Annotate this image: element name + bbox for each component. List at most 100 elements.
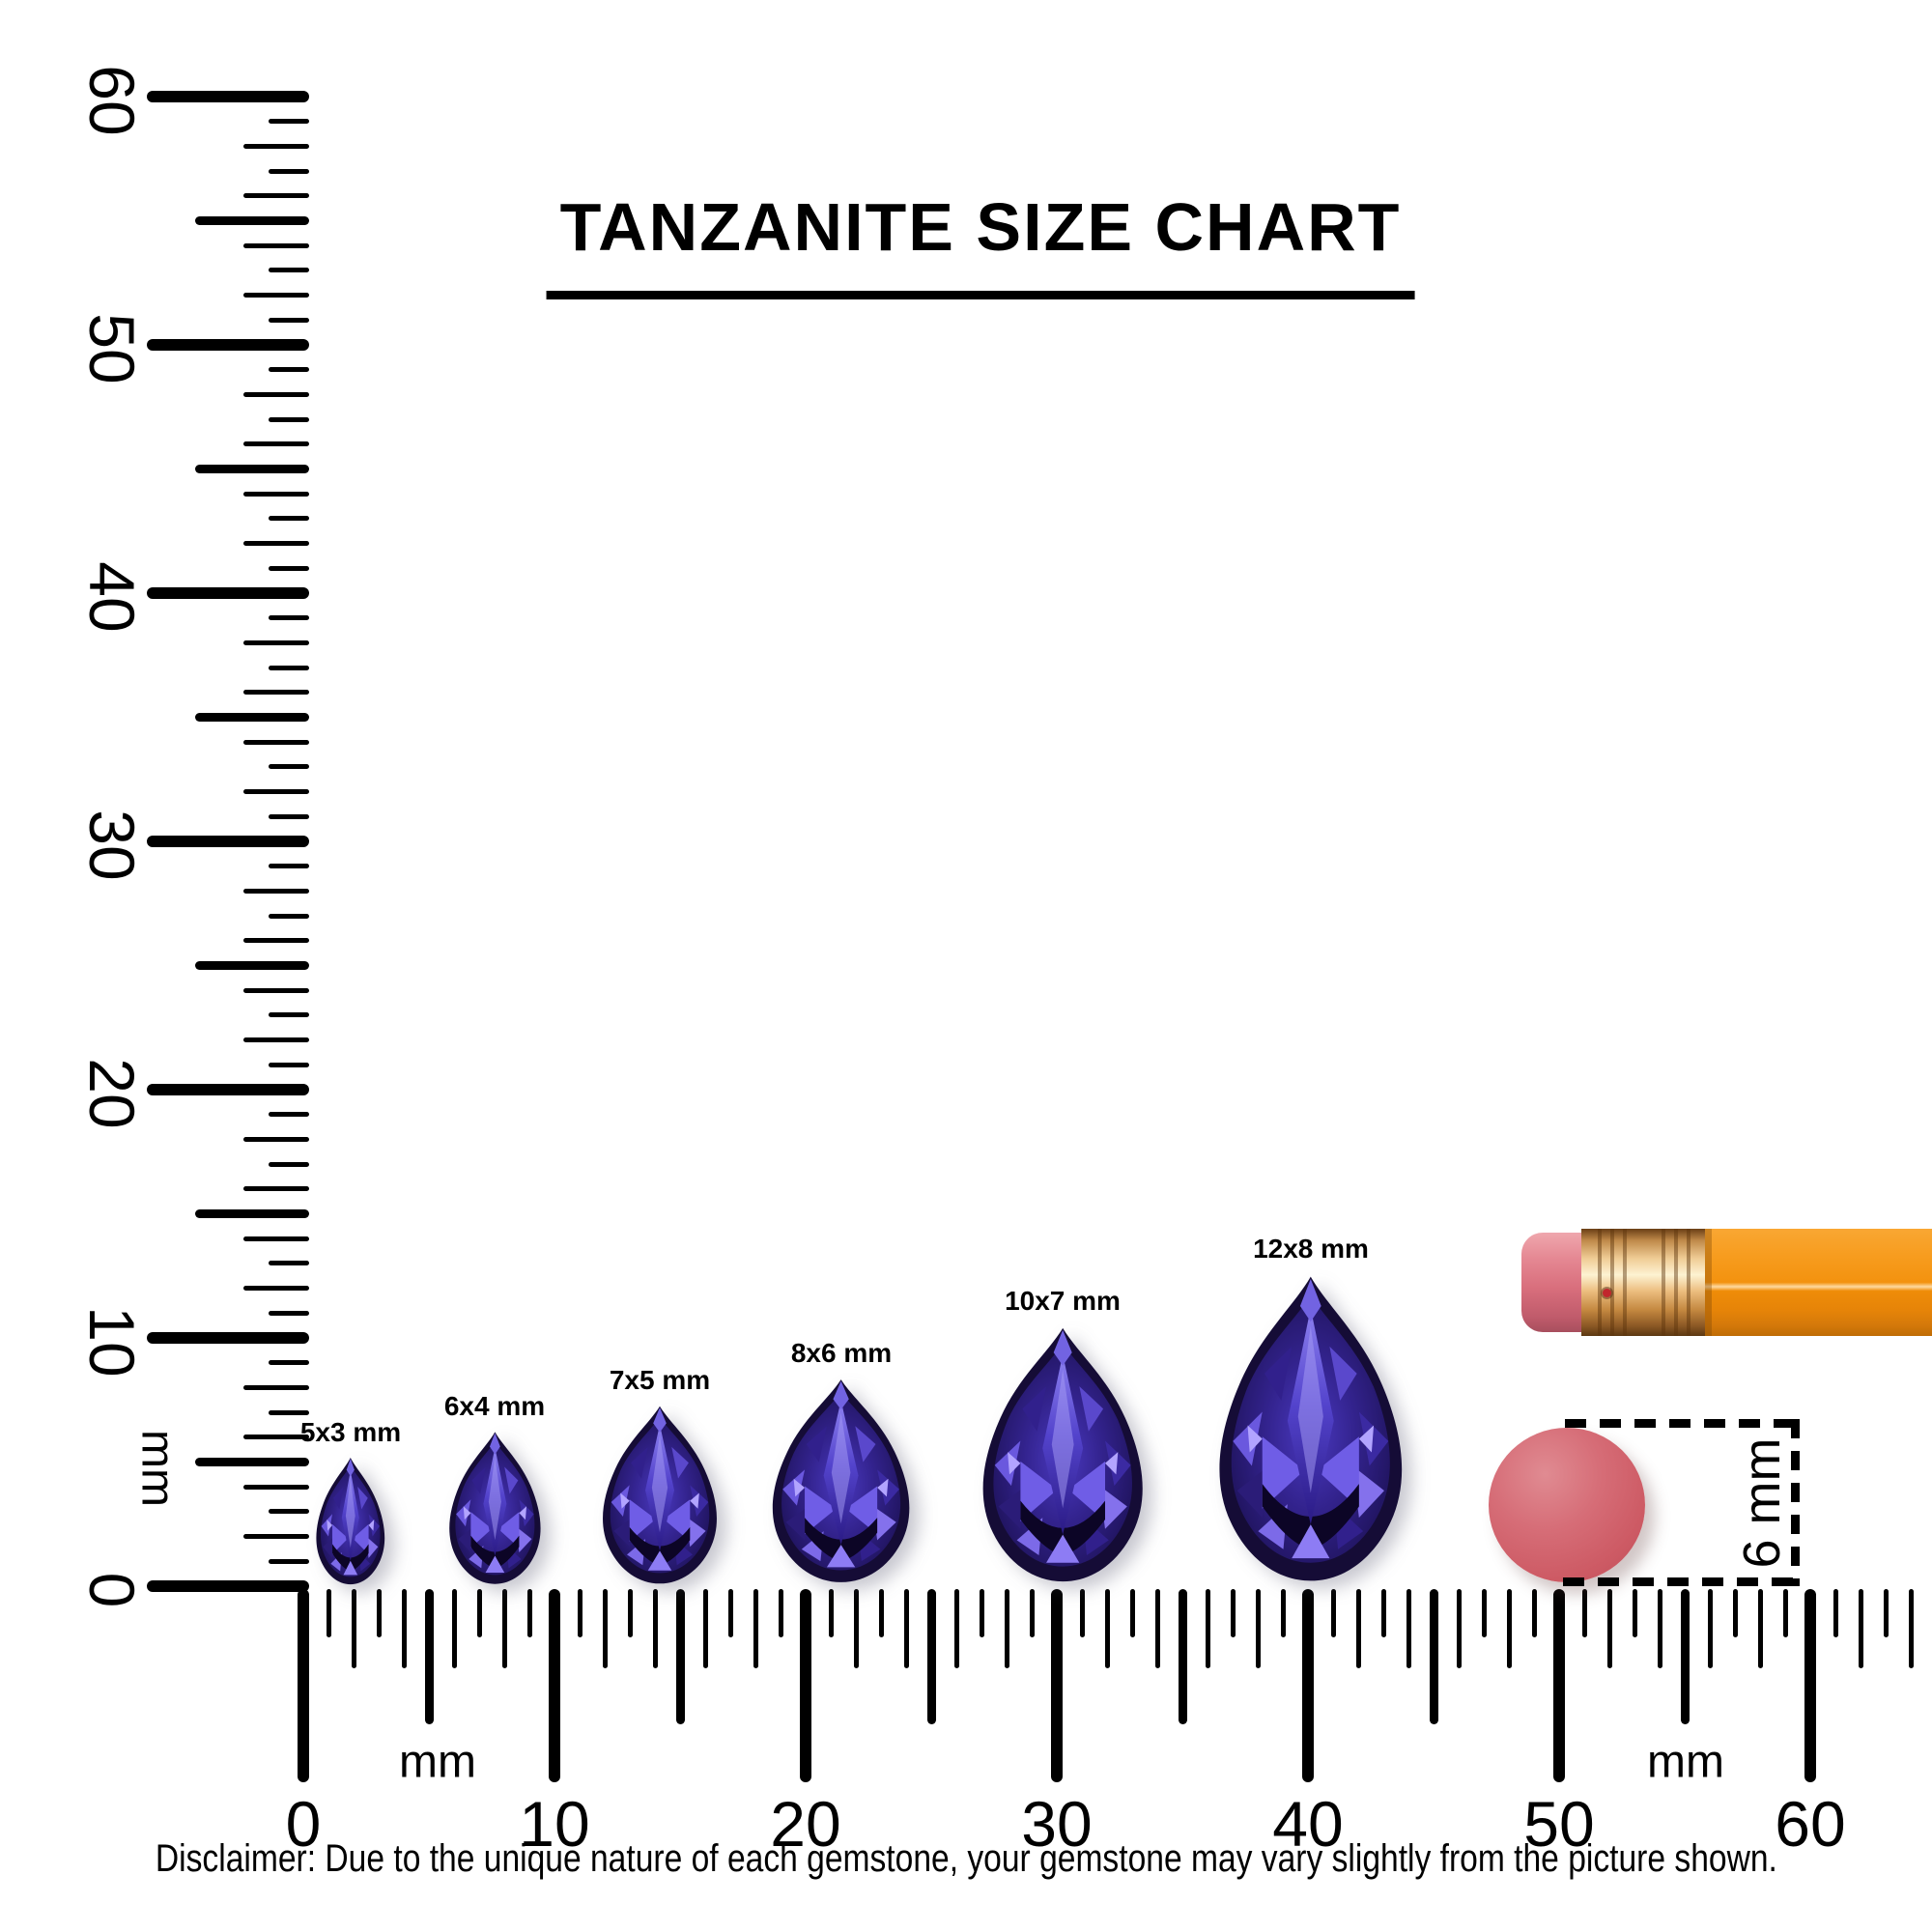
vertical-ruler-tick [243, 1136, 309, 1142]
title-wrap: TANZANITE SIZE CHART [546, 143, 1415, 345]
gem-size-label: 8x6 mm [790, 1338, 893, 1369]
vertical-ruler-tick [269, 516, 309, 522]
horizontal-ruler-tick [326, 1589, 331, 1637]
horizontal-ruler-tick [351, 1589, 356, 1668]
vertical-ruler-tick [269, 168, 309, 174]
horizontal-ruler-tick [1205, 1589, 1210, 1668]
horizontal-ruler-tick [1004, 1589, 1009, 1668]
horizontal-ruler-tick [652, 1589, 658, 1668]
vertical-ruler-tick [269, 1261, 309, 1266]
horizontal-ruler-tick [476, 1589, 482, 1637]
horizontal-ruler-tick [753, 1589, 758, 1668]
vertical-ruler-tick [147, 1580, 309, 1592]
vertical-ruler-tick [243, 739, 309, 745]
horizontal-ruler-tick [1707, 1589, 1713, 1668]
vertical-ruler-tick [243, 938, 309, 944]
horizontal-ruler-tick [853, 1589, 859, 1668]
vertical-ruler-tick [195, 465, 309, 473]
horizontal-ruler-tick [1051, 1589, 1063, 1782]
horizontal-ruler-tick [1380, 1589, 1386, 1637]
vertical-ruler-number: 30 [76, 810, 148, 881]
vertical-ruler-tick [269, 1360, 309, 1366]
gem-size-label: 10x7 mm [1005, 1286, 1121, 1316]
horizontal-ruler-tick [1680, 1589, 1690, 1724]
vertical-ruler-tick [243, 1037, 309, 1043]
horizontal-ruler-tick [1732, 1589, 1738, 1637]
vertical-ruler-tick [243, 888, 309, 894]
horizontal-ruler-tick [903, 1589, 909, 1668]
pencil-ferrule [1581, 1229, 1705, 1336]
horizontal-ruler-unit-label: mm [1647, 1736, 1724, 1788]
disclaimer: Disclaimer: Due to the unique nature of … [0, 1837, 1932, 1881]
horizontal-ruler-tick [1330, 1589, 1336, 1637]
dashed-line-top [1565, 1419, 1804, 1428]
horizontal-ruler-tick [1429, 1589, 1438, 1724]
vertical-ruler-tick [269, 1161, 309, 1167]
vertical-ruler-tick [269, 615, 309, 621]
horizontal-ruler-tick [702, 1589, 708, 1668]
vertical-ruler-tick [147, 587, 309, 599]
horizontal-ruler-tick [1255, 1589, 1261, 1668]
vertical-ruler-tick [243, 1435, 309, 1440]
tanzanite-gem-12x8mm [1219, 1276, 1403, 1580]
horizontal-ruler-tick [501, 1589, 507, 1668]
horizontal-ruler-tick [727, 1589, 733, 1637]
gem-shape [1219, 1276, 1403, 1580]
vertical-ruler-tick [269, 268, 309, 273]
horizontal-ruler-number: 30 [1021, 1788, 1093, 1860]
vertical-ruler-tick [269, 317, 309, 323]
tanzanite-gem-6x4mm [448, 1432, 541, 1584]
horizontal-ruler-tick [1606, 1589, 1612, 1668]
horizontal-ruler-tick [1481, 1589, 1487, 1637]
vertical-ruler-tick [243, 1384, 309, 1390]
gem-shape [603, 1406, 717, 1583]
horizontal-ruler-tick [828, 1589, 834, 1637]
vertical-ruler-tick [243, 242, 309, 248]
horizontal-ruler-tick [1908, 1589, 1914, 1668]
horizontal-ruler-tick [298, 1589, 309, 1782]
vertical-ruler-tick [269, 1558, 309, 1564]
horizontal-ruler-tick [1079, 1589, 1085, 1637]
vertical-ruler-tick [243, 1484, 309, 1490]
vertical-ruler-tick [147, 836, 309, 847]
vertical-ruler-tick [269, 1012, 309, 1018]
ferrule-crimp [1653, 1229, 1691, 1336]
vertical-ruler-tick [269, 1112, 309, 1118]
pencil-body [1705, 1229, 1932, 1336]
horizontal-ruler-tick [1230, 1589, 1236, 1637]
horizontal-ruler-tick [778, 1589, 783, 1637]
vertical-ruler-unit-label: mm [131, 1430, 184, 1507]
vertical-ruler-tick [269, 119, 309, 125]
eraser-disc-size-label: 6 mm [1733, 1437, 1791, 1569]
vertical-ruler-tick [147, 1332, 309, 1344]
horizontal-ruler-tick [401, 1589, 407, 1668]
vertical-ruler-tick [243, 1286, 309, 1292]
horizontal-ruler-tick [424, 1589, 434, 1724]
vertical-ruler-tick [195, 216, 309, 225]
horizontal-ruler-tick [1280, 1589, 1286, 1637]
gem-shape [448, 1432, 541, 1584]
dashed-line-vertical [1791, 1419, 1800, 1586]
horizontal-ruler-tick [1757, 1589, 1763, 1668]
vertical-ruler-tick [195, 713, 309, 722]
horizontal-ruler-unit-label: mm [399, 1736, 476, 1788]
horizontal-ruler-number: 10 [519, 1788, 590, 1860]
horizontal-ruler-tick [1581, 1589, 1587, 1637]
horizontal-ruler-tick [1178, 1589, 1187, 1724]
horizontal-ruler-tick [1302, 1589, 1314, 1782]
vertical-ruler-tick [243, 541, 309, 547]
vertical-ruler-tick [269, 1409, 309, 1415]
horizontal-ruler-tick [979, 1589, 984, 1637]
horizontal-ruler-tick [1104, 1589, 1110, 1668]
pencil-eraser [1521, 1233, 1581, 1332]
vertical-ruler-tick [243, 987, 309, 993]
gem-size-label: 5x3 mm [299, 1417, 402, 1447]
vertical-ruler-tick [243, 193, 309, 199]
vertical-ruler-tick [147, 339, 309, 351]
vertical-ruler-tick [243, 441, 309, 447]
horizontal-ruler-tick [1782, 1589, 1788, 1637]
vertical-ruler-tick [269, 764, 309, 770]
vertical-ruler-tick [147, 91, 309, 102]
horizontal-ruler-number: 20 [770, 1788, 841, 1860]
